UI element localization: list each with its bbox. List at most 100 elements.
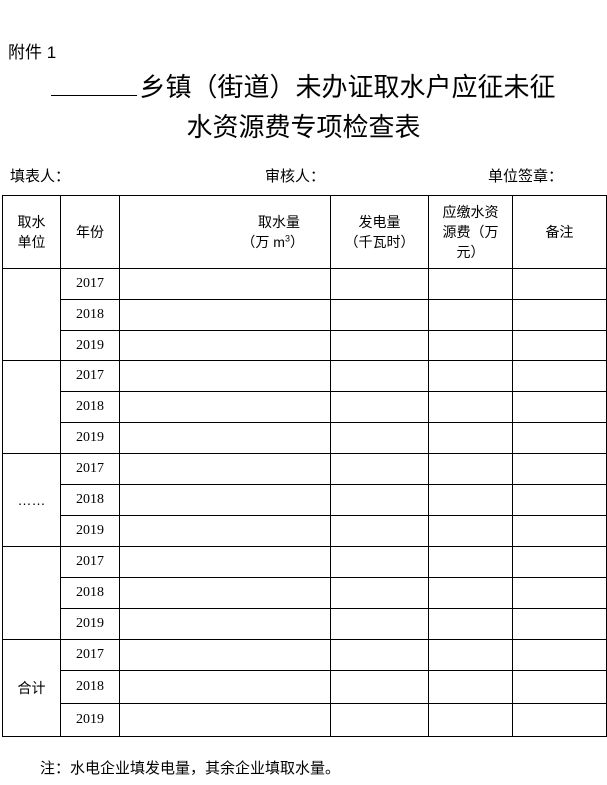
power-cell[interactable] (330, 453, 429, 485)
title-line-2: 水资源费专项检查表 (186, 112, 421, 142)
table-row: 2018 (3, 391, 607, 423)
table-row: 2019 (3, 703, 607, 737)
water-cell[interactable] (119, 330, 331, 361)
water-cell[interactable] (119, 360, 331, 392)
water-cell[interactable] (119, 484, 331, 516)
table-row: …… 2017 (2, 453, 607, 547)
year-cell: 2017 (60, 639, 120, 671)
fee-cell[interactable] (428, 422, 513, 454)
remark-cell[interactable] (512, 422, 607, 454)
water-cell[interactable] (119, 703, 331, 737)
power-cell[interactable] (330, 515, 429, 547)
water-cell[interactable] (119, 515, 331, 547)
water-cell[interactable] (119, 391, 331, 423)
year-cell: 2019 (60, 703, 120, 737)
remark-cell[interactable] (512, 608, 607, 640)
year-cell: 2017 (60, 453, 120, 485)
water-cell[interactable] (119, 299, 331, 331)
remark-cell[interactable] (512, 453, 607, 485)
remark-cell[interactable] (512, 268, 607, 300)
fee-cell[interactable] (428, 703, 513, 737)
table-row: 2019 (3, 330, 607, 361)
table-row: 2017 (2, 546, 607, 640)
water-cell[interactable] (119, 453, 331, 485)
remark-cell[interactable] (512, 484, 607, 516)
power-cell[interactable] (330, 639, 429, 671)
water-cell[interactable] (119, 546, 331, 578)
remark-cell[interactable] (512, 515, 607, 547)
fee-cell[interactable] (428, 546, 513, 578)
reviewer-label: 审核人： (265, 168, 326, 185)
remark-cell[interactable] (512, 703, 607, 737)
fee-cell[interactable] (428, 360, 513, 392)
seal-label: 单位签章： (488, 168, 564, 185)
remark-cell[interactable] (512, 639, 607, 671)
footnote: 注：水电企业填发电量，其余企业填取水量。 (40, 760, 341, 777)
fee-cell[interactable] (428, 330, 513, 361)
unit-cell[interactable] (2, 546, 61, 640)
power-cell[interactable] (330, 391, 429, 423)
power-cell[interactable] (330, 484, 429, 516)
table-row: 2018 (3, 577, 607, 609)
inspection-table: 取水 单位 年份 取水量 （万 m3） 发电量 （千瓦时） 应缴水资 源费（万 元） 备注… (2, 195, 607, 737)
fee-cell[interactable] (428, 608, 513, 640)
fee-cell[interactable] (428, 639, 513, 671)
power-cell[interactable] (330, 670, 429, 704)
remark-cell[interactable] (512, 330, 607, 361)
remark-cell[interactable] (512, 546, 607, 578)
table-row: 2019 (3, 515, 607, 547)
unit-cell[interactable] (2, 268, 61, 361)
unit-cell[interactable] (2, 360, 61, 454)
remark-cell[interactable] (512, 577, 607, 609)
fee-cell[interactable] (428, 484, 513, 516)
remark-cell[interactable] (512, 670, 607, 704)
header-power: 发电量 （千瓦时） (330, 195, 429, 269)
header-fee: 应缴水资 源费（万 元） (428, 195, 513, 269)
power-cell[interactable] (330, 546, 429, 578)
year-cell: 2018 (60, 577, 120, 609)
fee-cell[interactable] (428, 515, 513, 547)
filler-label: 填表人： (10, 168, 71, 185)
table-row: 2017 (2, 360, 607, 454)
year-cell: 2018 (60, 670, 120, 704)
power-cell[interactable] (330, 422, 429, 454)
unit-cell[interactable]: 合计 (2, 639, 61, 737)
fee-cell[interactable] (428, 391, 513, 423)
year-cell: 2019 (60, 608, 120, 640)
power-cell[interactable] (330, 360, 429, 392)
water-cell[interactable] (119, 608, 331, 640)
year-cell: 2018 (60, 484, 120, 516)
table-row: 2018 (3, 484, 607, 516)
water-cell[interactable] (119, 577, 331, 609)
year-cell: 2017 (60, 268, 120, 300)
fee-cell[interactable] (428, 670, 513, 704)
remark-cell[interactable] (512, 299, 607, 331)
remark-cell[interactable] (512, 360, 607, 392)
water-cell[interactable] (119, 670, 331, 704)
year-cell: 2018 (60, 391, 120, 423)
header-water: 取水量 （万 m3） (119, 195, 331, 269)
water-cell[interactable] (119, 422, 331, 454)
power-cell[interactable] (330, 577, 429, 609)
fee-cell[interactable] (428, 299, 513, 331)
year-cell: 2017 (60, 360, 120, 392)
table-row: 2019 (3, 422, 607, 454)
water-cell[interactable] (119, 268, 331, 300)
power-cell[interactable] (330, 330, 429, 361)
water-cell[interactable] (119, 639, 331, 671)
blank-underline (51, 69, 138, 96)
power-cell[interactable] (330, 268, 429, 300)
year-cell: 2017 (60, 546, 120, 578)
header-year: 年份 (60, 195, 120, 269)
table-row: 合计 2017 (2, 639, 607, 737)
fee-cell[interactable] (428, 577, 513, 609)
fee-cell[interactable] (428, 268, 513, 300)
power-cell[interactable] (330, 299, 429, 331)
header-remark: 备注 (512, 195, 607, 269)
table-row: 2018 (3, 299, 607, 331)
fee-cell[interactable] (428, 453, 513, 485)
unit-cell[interactable]: …… (2, 453, 61, 547)
remark-cell[interactable] (512, 391, 607, 423)
power-cell[interactable] (330, 703, 429, 737)
power-cell[interactable] (330, 608, 429, 640)
